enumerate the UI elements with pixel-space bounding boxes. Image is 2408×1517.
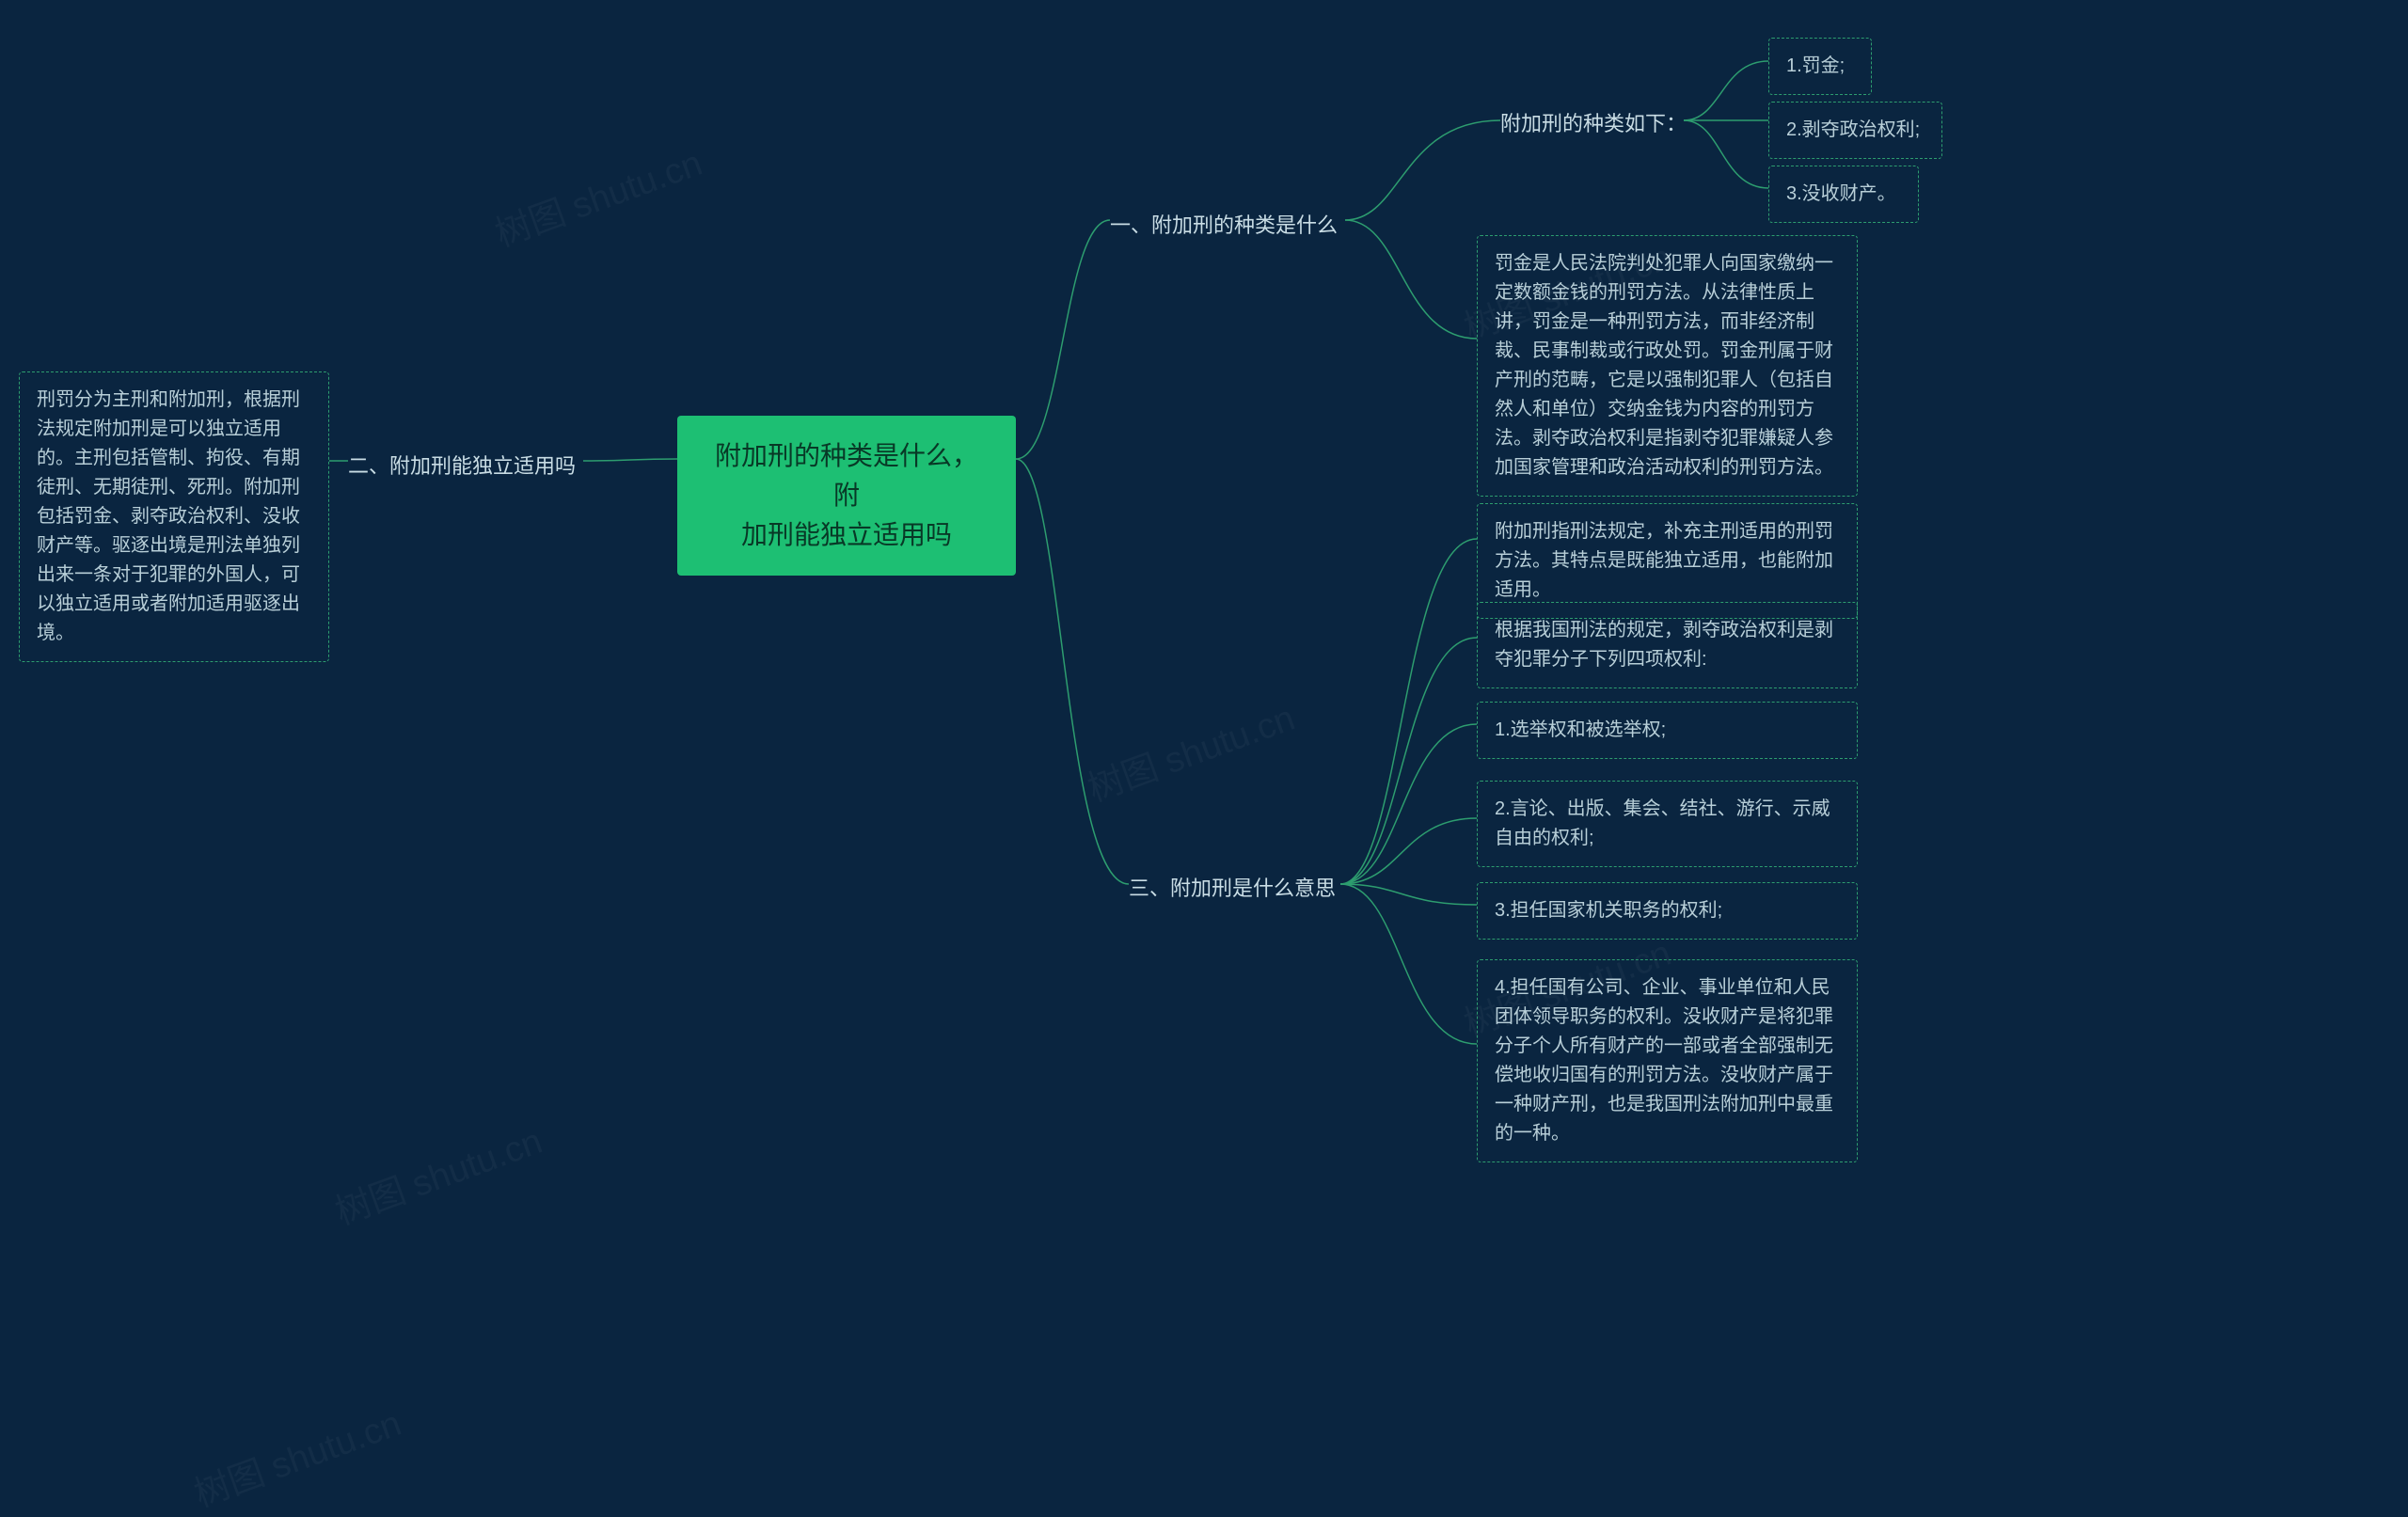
leaf-b3-6[interactable]: 4.担任国有公司、企业、事业单位和人民团体领导职务的权利。没收财产是将犯罪分子个… bbox=[1477, 959, 1858, 1162]
connector bbox=[1684, 61, 1768, 120]
connector bbox=[1016, 459, 1129, 884]
connector bbox=[1684, 120, 1768, 188]
watermark: 树图 shutu.cn bbox=[327, 1112, 548, 1234]
leaf-b3-3[interactable]: 1.选举权和被选举权; bbox=[1477, 702, 1858, 759]
connector bbox=[1016, 220, 1110, 459]
watermark: 树图 shutu.cn bbox=[186, 1394, 407, 1516]
branch-2[interactable]: 二、附加刑能独立适用吗 bbox=[348, 450, 576, 480]
leaf-b2[interactable]: 刑罚分为主刑和附加刑，根据刑法规定附加刑是可以独立适用的。主刑包括管制、拘役、有… bbox=[19, 371, 329, 662]
leaf-b3-4[interactable]: 2.言论、出版、集会、结社、游行、示威自由的权利; bbox=[1477, 781, 1858, 867]
mindmap-root[interactable]: 附加刑的种类是什么，附 加刑能独立适用吗 bbox=[677, 416, 1016, 576]
connector bbox=[1340, 539, 1477, 884]
watermark: 树图 shutu.cn bbox=[487, 134, 708, 256]
root-line2: 加刑能独立适用吗 bbox=[741, 520, 952, 549]
connector bbox=[1340, 724, 1477, 884]
leaf-b3-5[interactable]: 3.担任国家机关职务的权利; bbox=[1477, 882, 1858, 940]
leaf-b1-1-2[interactable]: 2.剥夺政治权利; bbox=[1768, 102, 1942, 159]
branch-1[interactable]: 一、附加刑的种类是什么 bbox=[1110, 209, 1338, 239]
connector bbox=[1345, 220, 1477, 339]
watermark: 树图 shutu.cn bbox=[1080, 688, 1301, 811]
branch-3[interactable]: 三、附加刑是什么意思 bbox=[1129, 872, 1336, 902]
leaf-b3-2[interactable]: 根据我国刑法的规定，剥夺政治权利是剥夺犯罪分子下列四项权利: bbox=[1477, 602, 1858, 688]
connector bbox=[1340, 884, 1477, 905]
leaf-b1-2[interactable]: 罚金是人民法院判处犯罪人向国家缴纳一定数额金钱的刑罚方法。从法律性质上讲，罚金是… bbox=[1477, 235, 1858, 497]
branch-1-1[interactable]: 附加刑的种类如下： bbox=[1500, 107, 1687, 137]
connector bbox=[583, 459, 677, 461]
leaf-b1-1-3[interactable]: 3.没收财产。 bbox=[1768, 166, 1919, 223]
connector bbox=[1340, 884, 1477, 1044]
connector bbox=[1340, 818, 1477, 884]
connector bbox=[1345, 120, 1500, 220]
root-line1: 附加刑的种类是什么，附 bbox=[715, 441, 978, 510]
leaf-b1-1-1[interactable]: 1.罚金; bbox=[1768, 38, 1872, 95]
connector bbox=[1340, 638, 1477, 884]
